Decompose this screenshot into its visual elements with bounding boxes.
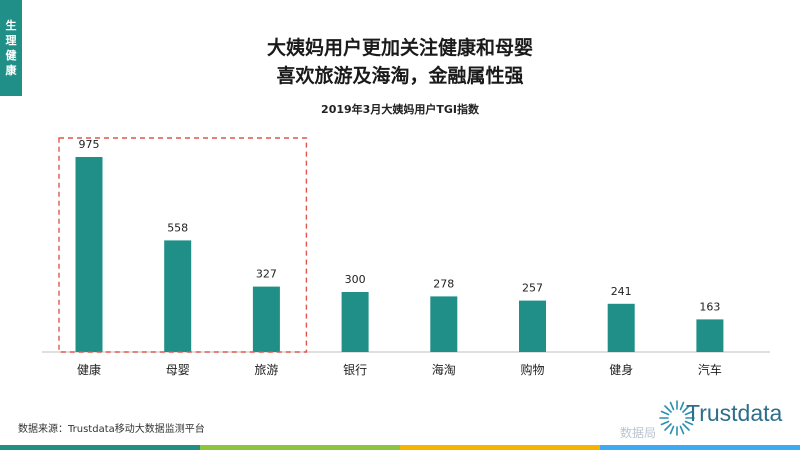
headline-line-1: 大姨妈用户更加关注健康和母婴 <box>266 37 533 59</box>
x-tick-label: 旅游 <box>254 363 278 377</box>
x-tick-label: 健康 <box>77 362 101 377</box>
bar <box>341 292 369 352</box>
bar <box>164 240 192 352</box>
bar <box>252 286 280 352</box>
data-label: 278 <box>433 277 454 290</box>
x-tick-label: 购物 <box>520 362 544 377</box>
watermark: 数据局 <box>620 426 657 440</box>
data-label: 558 <box>167 221 188 234</box>
chart-title: 2019年3月大姨妈用户TGI指数 <box>321 103 479 116</box>
side-tab-label: 生理健康 <box>5 19 17 77</box>
data-label: 300 <box>345 273 366 286</box>
bar <box>75 157 103 352</box>
source-note: 数据来源：Trustdata移动大数据监测平台 <box>18 424 205 435</box>
bar <box>696 319 724 352</box>
footer-segment <box>0 445 200 450</box>
footer-segment <box>600 445 800 450</box>
data-label: 327 <box>256 268 277 281</box>
trustdata-logo-icon <box>659 400 695 436</box>
footer-color-bar <box>0 445 800 450</box>
side-tab: 生理健康 <box>0 0 22 96</box>
bar <box>430 296 458 352</box>
x-tick-label: 健身 <box>609 362 633 377</box>
highlight-box <box>58 137 308 353</box>
data-label: 163 <box>699 300 720 313</box>
footer-segment <box>200 445 400 450</box>
bar <box>607 303 635 352</box>
bar <box>519 300 546 352</box>
data-label: 975 <box>79 138 100 151</box>
headline-line-2: 喜欢旅游及海淘，金融属性强 <box>276 65 524 87</box>
x-tick-label: 母婴 <box>166 363 190 377</box>
logo-text: Trustdata <box>686 400 783 426</box>
x-tick-label: 汽车 <box>698 362 722 377</box>
data-label: 241 <box>611 285 632 298</box>
footer-segment <box>400 445 600 450</box>
data-label: 257 <box>522 282 543 295</box>
x-tick-label: 银行 <box>343 363 367 377</box>
x-tick-label: 海淘 <box>432 362 456 377</box>
